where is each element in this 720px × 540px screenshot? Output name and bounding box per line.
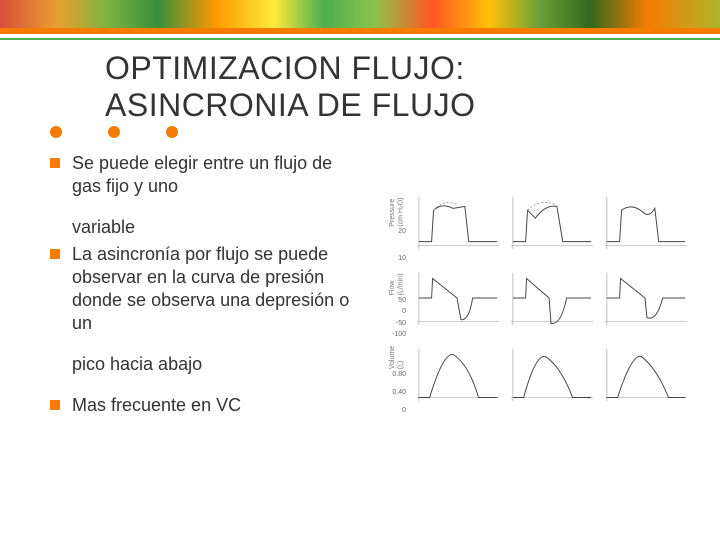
- waveform-panel: [414, 344, 502, 416]
- bullet-text: Mas frecuente en VC: [72, 394, 241, 417]
- bullet-text: La asincronía por flujo se puede observa…: [72, 243, 360, 335]
- bullet-item: La asincronía por flujo se puede observa…: [50, 243, 360, 335]
- bullet-square-icon: [50, 249, 60, 259]
- bullet-text: pico hacia abajo: [72, 353, 202, 376]
- waveform-panel: [508, 268, 596, 340]
- bullet-text: variable: [72, 216, 135, 239]
- dot-icon: [166, 126, 178, 138]
- chart-ylabel: Pressure (cm H₂O)2010: [370, 192, 408, 264]
- dot-icon: [50, 126, 62, 138]
- waveform-panel: [508, 344, 596, 416]
- decoration-dots: [50, 126, 178, 138]
- waveform-panel: [414, 192, 502, 264]
- bullet-text: Se puede elegir entre un flujo de gas fi…: [72, 152, 360, 198]
- waveform-panel: [602, 192, 690, 264]
- waveform-panel: [414, 268, 502, 340]
- waveform-charts: Pressure (cm H₂O)2010 Flow (L/min)500-50-…: [370, 152, 690, 421]
- waveform-panel: [602, 344, 690, 416]
- title-line-2: ASINCRONIA DE FLUJO: [105, 87, 720, 124]
- decorative-banner: [0, 0, 720, 28]
- bullet-item: Mas frecuente en VC: [50, 394, 360, 417]
- waveform-panel: [508, 192, 596, 264]
- bullet-square-icon: [50, 400, 60, 410]
- bullet-square-icon: [50, 158, 60, 168]
- bullet-item: Se puede elegir entre un flujo de gas fi…: [50, 152, 360, 198]
- bullet-list: Se puede elegir entre un flujo de gas fi…: [50, 152, 360, 421]
- bullet-item-continuation: pico hacia abajo: [72, 353, 360, 376]
- bullet-item-continuation: variable: [72, 216, 360, 239]
- chart-ylabel: Volume (L)0.800.400: [370, 344, 408, 416]
- title-line-1: OPTIMIZACION FLUJO:: [105, 50, 720, 87]
- waveform-panel: [602, 268, 690, 340]
- dot-icon: [108, 126, 120, 138]
- slide-title: OPTIMIZACION FLUJO: ASINCRONIA DE FLUJO: [0, 40, 720, 124]
- orange-bar: [0, 28, 720, 34]
- chart-ylabel: Flow (L/min)500-50-100: [370, 268, 408, 340]
